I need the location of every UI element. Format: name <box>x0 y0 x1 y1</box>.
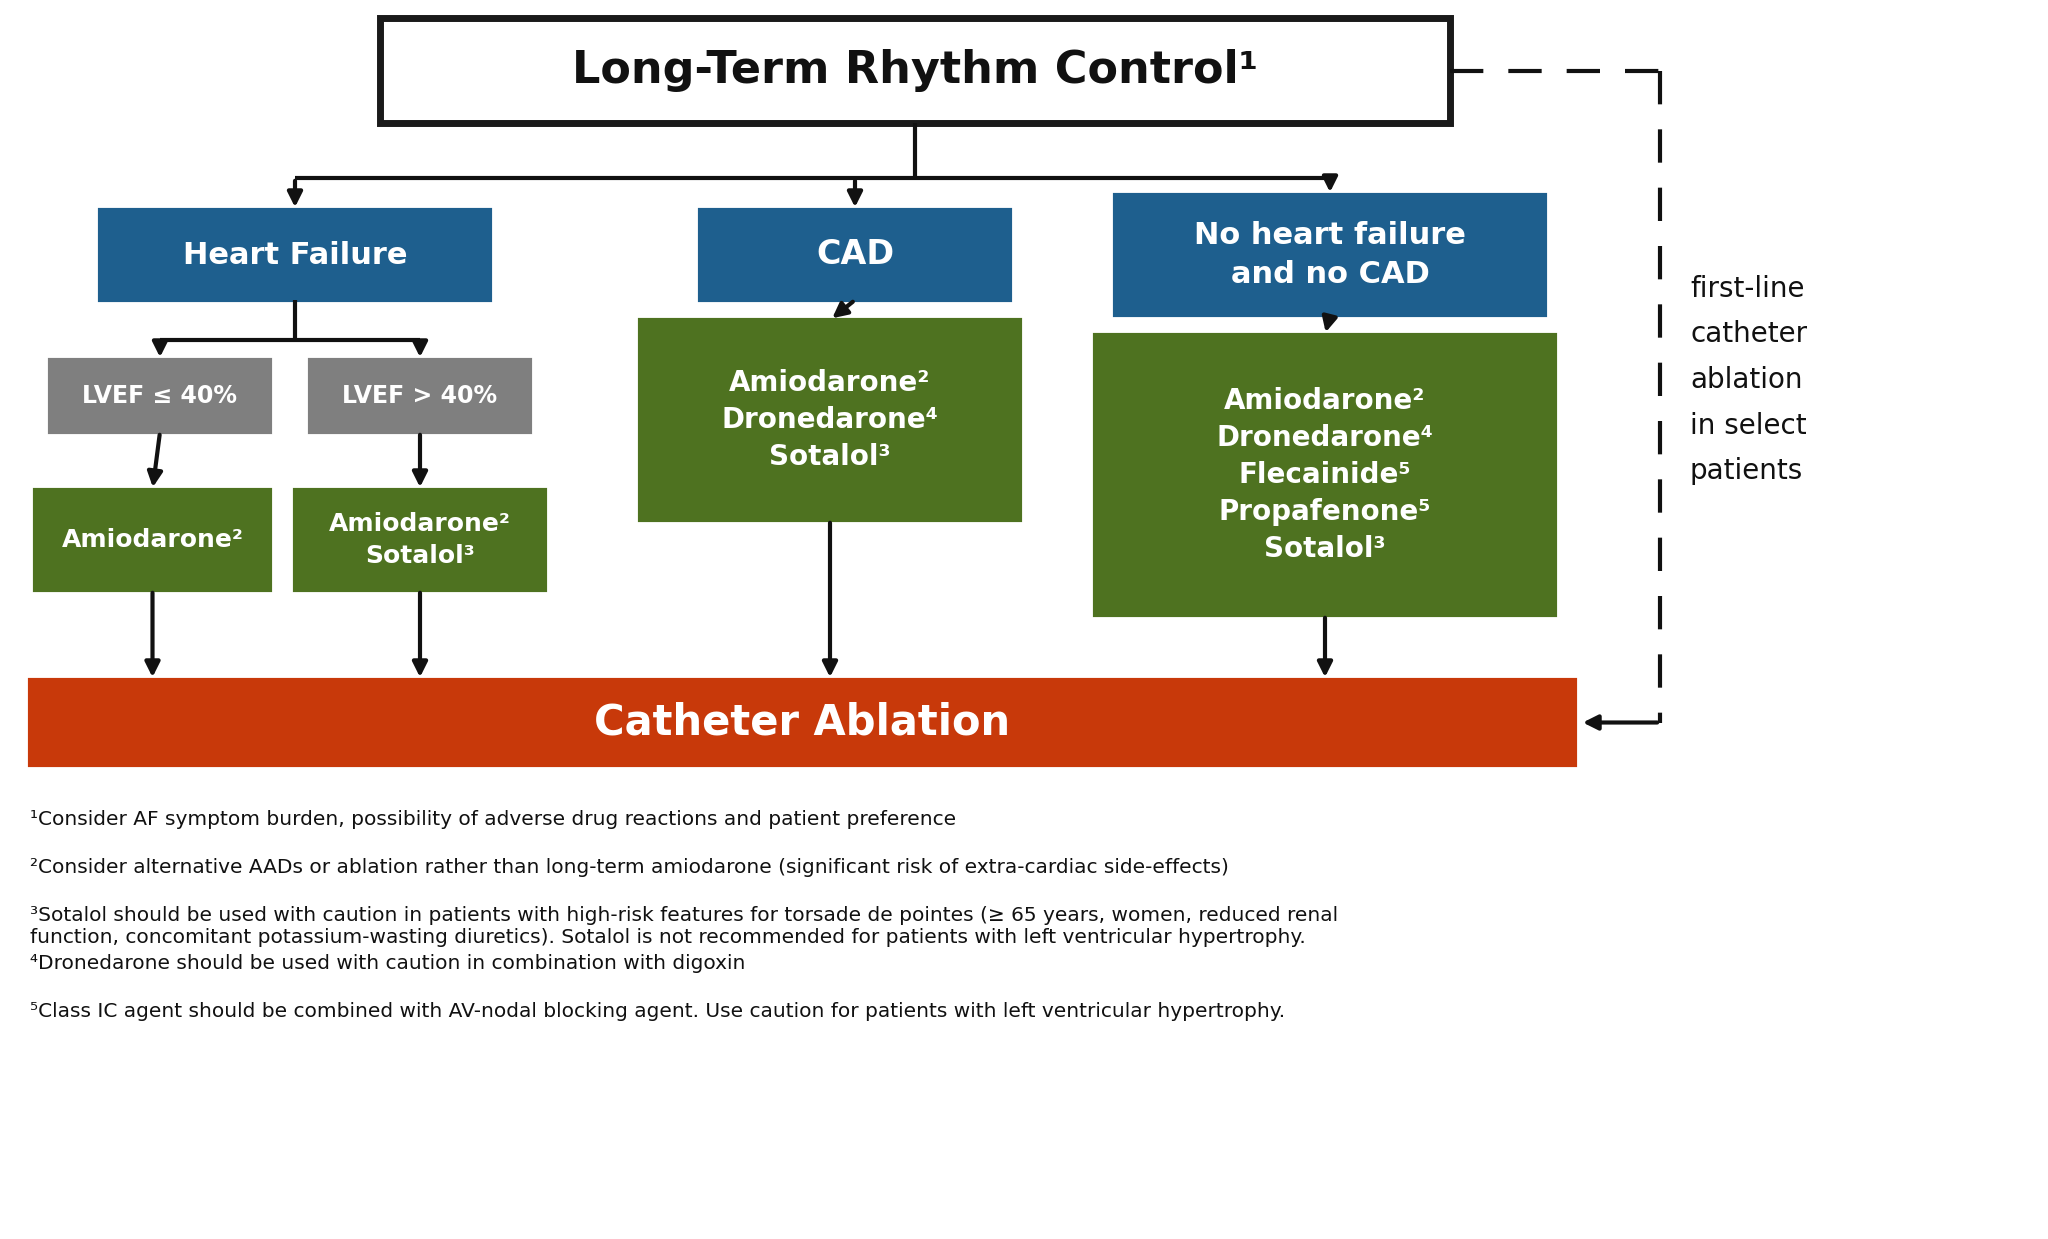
Text: CAD: CAD <box>815 238 895 271</box>
FancyBboxPatch shape <box>35 489 270 590</box>
FancyBboxPatch shape <box>1114 195 1544 315</box>
Text: LVEF ≤ 40%: LVEF ≤ 40% <box>82 384 238 408</box>
Text: ⁵Class IC agent should be combined with AV-nodal blocking agent. Use caution for: ⁵Class IC agent should be combined with … <box>31 1002 1286 1021</box>
Text: Amiodarone²: Amiodarone² <box>61 528 244 553</box>
Text: LVEF > 40%: LVEF > 40% <box>342 384 498 408</box>
FancyBboxPatch shape <box>295 489 545 590</box>
Text: ⁴Dronedarone should be used with caution in combination with digoxin: ⁴Dronedarone should be used with caution… <box>31 954 745 973</box>
FancyBboxPatch shape <box>1096 335 1554 615</box>
FancyBboxPatch shape <box>639 320 1020 520</box>
FancyBboxPatch shape <box>100 209 489 300</box>
Text: Amiodarone²
Sotalol³: Amiodarone² Sotalol³ <box>330 512 510 567</box>
Text: Catheter Ablation: Catheter Ablation <box>594 701 1010 743</box>
Text: Long-Term Rhythm Control¹: Long-Term Rhythm Control¹ <box>571 50 1257 92</box>
Text: first-line
catheter
ablation
in select
patients: first-line catheter ablation in select p… <box>1690 275 1806 486</box>
FancyBboxPatch shape <box>49 361 270 432</box>
FancyBboxPatch shape <box>381 19 1450 123</box>
FancyBboxPatch shape <box>309 361 530 432</box>
Text: No heart failure
and no CAD: No heart failure and no CAD <box>1194 222 1466 289</box>
Text: ¹Consider AF symptom burden, possibility of adverse drug reactions and patient p: ¹Consider AF symptom burden, possibility… <box>31 810 956 829</box>
Text: ²Consider alternative AADs or ablation rather than long-term amiodarone (signifi: ²Consider alternative AADs or ablation r… <box>31 857 1229 877</box>
Text: Amiodarone²
Dronedarone⁴
Sotalol³: Amiodarone² Dronedarone⁴ Sotalol³ <box>721 369 938 471</box>
FancyBboxPatch shape <box>31 680 1575 764</box>
Text: Amiodarone²
Dronedarone⁴
Flecainide⁵
Propafenone⁵
Sotalol³: Amiodarone² Dronedarone⁴ Flecainide⁵ Pro… <box>1217 388 1434 563</box>
Text: Heart Failure: Heart Failure <box>182 240 408 270</box>
FancyBboxPatch shape <box>700 209 1010 300</box>
Text: ³Sotalol should be used with caution in patients with high-risk features for tor: ³Sotalol should be used with caution in … <box>31 906 1337 947</box>
